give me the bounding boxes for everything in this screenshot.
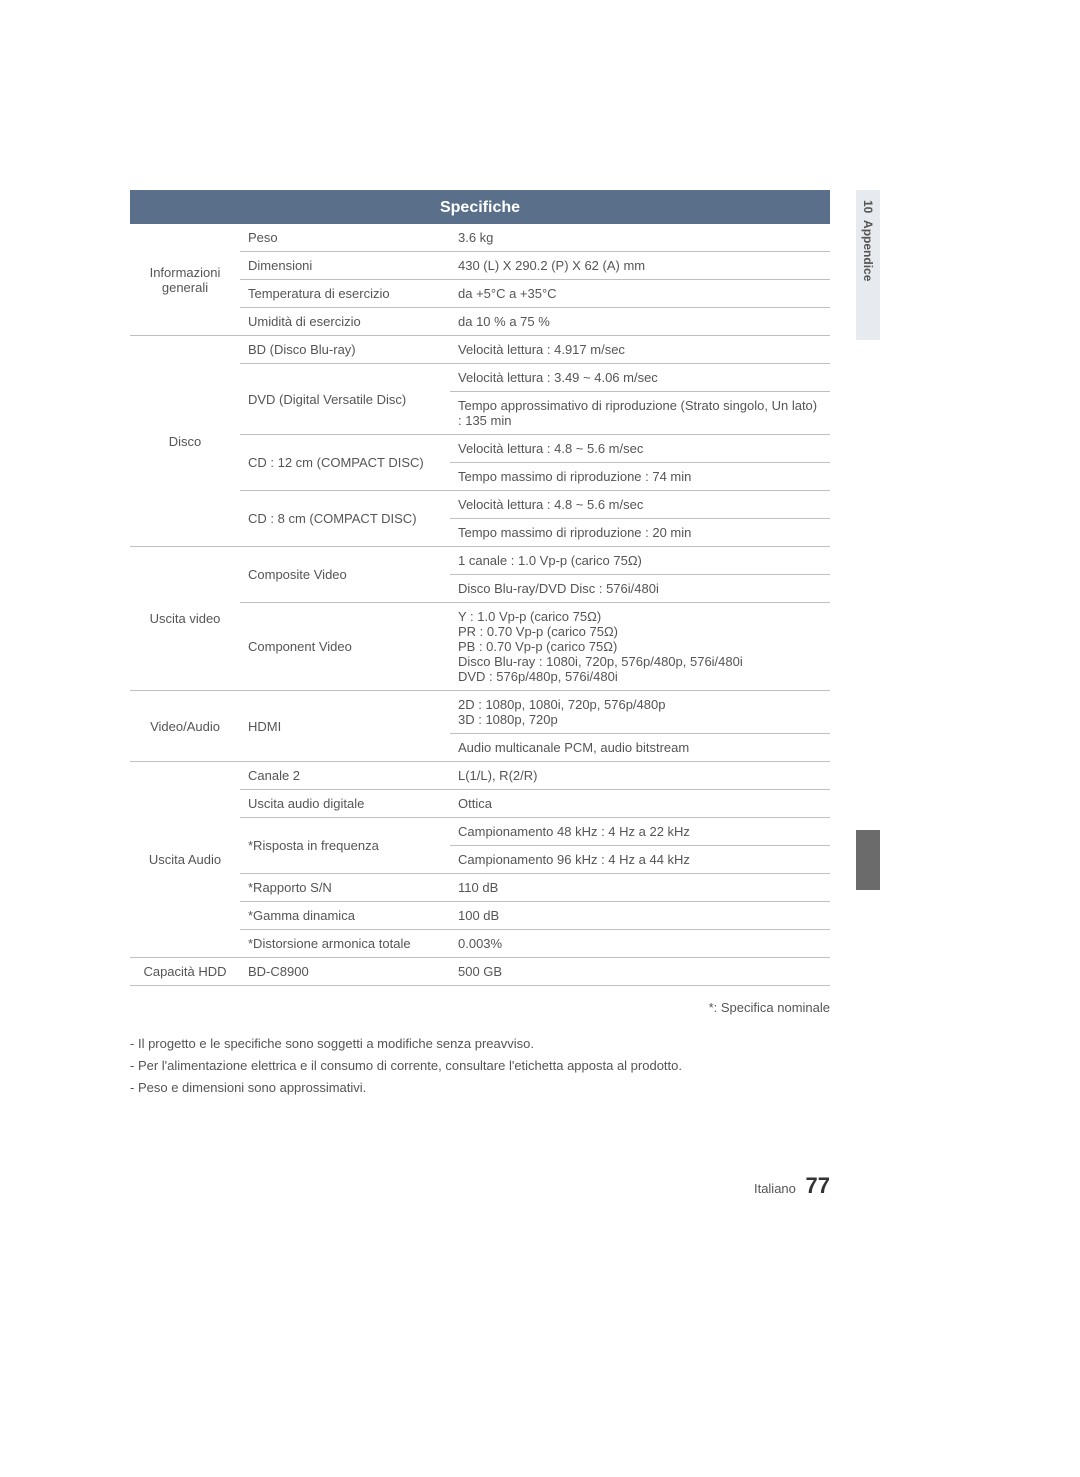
side-block	[856, 830, 880, 890]
value-cell: 430 (L) X 290.2 (P) X 62 (A) mm	[450, 252, 830, 280]
footnote-item: Peso e dimensioni sono approssimativi.	[130, 1077, 830, 1099]
category-cell: Uscita video	[130, 547, 240, 691]
value-cell: 3.6 kg	[450, 224, 830, 252]
label-cell: *Rapporto S/N	[240, 874, 450, 902]
value-cell: Velocità lettura : 4.8 ~ 5.6 m/sec	[450, 435, 830, 463]
label-cell: Component Video	[240, 603, 450, 691]
value-cell: Velocità lettura : 4.917 m/sec	[450, 336, 830, 364]
footnotes: Il progetto e le specifiche sono soggett…	[130, 1033, 830, 1099]
footer-page-number: 77	[806, 1173, 830, 1198]
value-cell: 100 dB	[450, 902, 830, 930]
page-content: Specifiche Informazioni generaliPeso3.6 …	[130, 190, 830, 1099]
value-cell: da +5°C a +35°C	[450, 280, 830, 308]
side-tab-text: 10 Appendice	[856, 190, 875, 281]
value-cell: 110 dB	[450, 874, 830, 902]
value-cell: Velocità lettura : 3.49 ~ 4.06 m/sec	[450, 364, 830, 392]
value-cell: Campionamento 96 kHz : 4 Hz a 44 kHz	[450, 846, 830, 874]
section-header: Specifiche	[130, 190, 830, 224]
label-cell: CD : 8 cm (COMPACT DISC)	[240, 491, 450, 547]
value-cell: Ottica	[450, 790, 830, 818]
label-cell: Uscita audio digitale	[240, 790, 450, 818]
footer-language: Italiano	[754, 1181, 796, 1196]
nominal-note: *: Specifica nominale	[130, 1000, 830, 1015]
side-tab-label: Appendice	[861, 220, 875, 281]
label-cell: *Risposta in frequenza	[240, 818, 450, 874]
value-cell: 2D : 1080p, 1080i, 720p, 576p/480p3D : 1…	[450, 691, 830, 734]
category-cell: Capacità HDD	[130, 958, 240, 986]
side-tab: 10 Appendice	[856, 190, 880, 340]
label-cell: Dimensioni	[240, 252, 450, 280]
label-cell: DVD (Digital Versatile Disc)	[240, 364, 450, 435]
value-cell: Velocità lettura : 4.8 ~ 5.6 m/sec	[450, 491, 830, 519]
spec-table: Informazioni generaliPeso3.6 kgDimension…	[130, 224, 830, 986]
label-cell: HDMI	[240, 691, 450, 762]
footnote-item: Per l'alimentazione elettrica e il consu…	[130, 1055, 830, 1077]
value-cell: 0.003%	[450, 930, 830, 958]
side-tab-num: 10	[861, 200, 875, 213]
value-cell: L(1/L), R(2/R)	[450, 762, 830, 790]
label-cell: Composite Video	[240, 547, 450, 603]
value-cell: Tempo approssimativo di riproduzione (St…	[450, 392, 830, 435]
page-footer: Italiano 77	[754, 1173, 830, 1199]
value-cell: da 10 % a 75 %	[450, 308, 830, 336]
label-cell: *Distorsione armonica totale	[240, 930, 450, 958]
value-cell: Audio multicanale PCM, audio bitstream	[450, 734, 830, 762]
category-cell: Uscita Audio	[130, 762, 240, 958]
category-cell: Informazioni generali	[130, 224, 240, 336]
category-cell: Video/Audio	[130, 691, 240, 762]
label-cell: CD : 12 cm (COMPACT DISC)	[240, 435, 450, 491]
value-cell: Y : 1.0 Vp-p (carico 75Ω)PR : 0.70 Vp-p …	[450, 603, 830, 691]
label-cell: BD-C8900	[240, 958, 450, 986]
label-cell: *Gamma dinamica	[240, 902, 450, 930]
label-cell: BD (Disco Blu-ray)	[240, 336, 450, 364]
footnote-item: Il progetto e le specifiche sono soggett…	[130, 1033, 830, 1055]
value-cell: Campionamento 48 kHz : 4 Hz a 22 kHz	[450, 818, 830, 846]
value-cell: Tempo massimo di riproduzione : 20 min	[450, 519, 830, 547]
value-cell: 500 GB	[450, 958, 830, 986]
value-cell: 1 canale : 1.0 Vp-p (carico 75Ω)	[450, 547, 830, 575]
value-cell: Tempo massimo di riproduzione : 74 min	[450, 463, 830, 491]
category-cell: Disco	[130, 336, 240, 547]
label-cell: Peso	[240, 224, 450, 252]
label-cell: Umidità di esercizio	[240, 308, 450, 336]
label-cell: Canale 2	[240, 762, 450, 790]
label-cell: Temperatura di esercizio	[240, 280, 450, 308]
value-cell: Disco Blu-ray/DVD Disc : 576i/480i	[450, 575, 830, 603]
